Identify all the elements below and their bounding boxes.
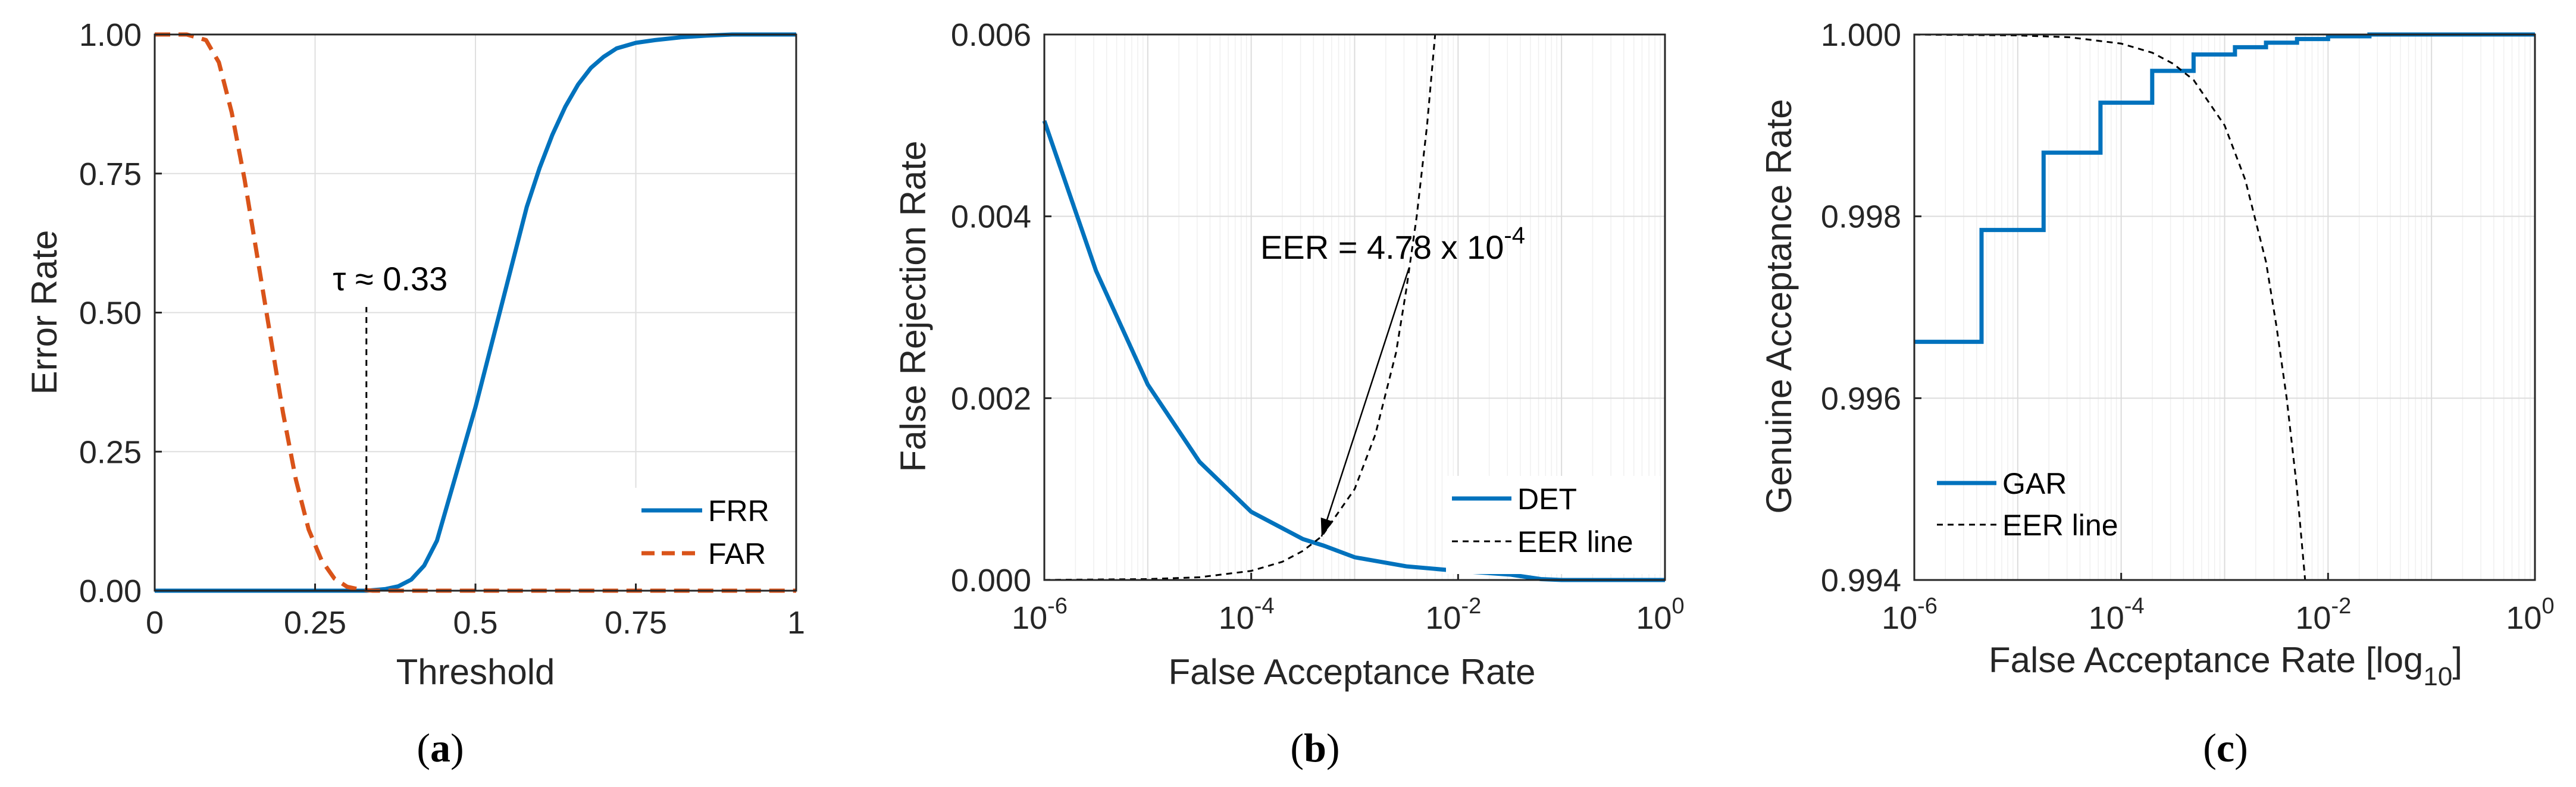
- c-x-tick-label: 10-6: [1882, 594, 1938, 636]
- c-x-tick-label: 10-2: [2295, 594, 2351, 636]
- eer-annotation-exponent: -4: [1504, 222, 1525, 249]
- eer-annotation-text: EER = 4.78 x 10: [1260, 228, 1504, 266]
- panel-a-legend-box: [631, 488, 790, 583]
- c-x-tick-power: 0: [2541, 594, 2554, 619]
- c-x-tick-base: 10: [1882, 600, 1917, 636]
- c-x-tick-power: -4: [2124, 594, 2145, 619]
- panel-c-x-axis-label-suffix: ]: [2452, 640, 2462, 680]
- b-y-tick-label: 0.000: [951, 563, 1031, 598]
- c-series-gar-line: [1914, 32, 2535, 344]
- panel-a-x-tick-label: 0.5: [453, 605, 497, 641]
- b-x-tick-label: 100: [1636, 594, 1684, 636]
- c-x-tick-base: 10: [2295, 600, 2331, 636]
- panel-b-legend-box: [1446, 476, 1660, 574]
- b-x-tick-power: -2: [1461, 594, 1481, 619]
- c-x-tick-label: 100: [2506, 594, 2554, 636]
- panel-b-y-axis-label: False Rejection Rate: [893, 141, 933, 472]
- panel-a-y-axis-label: Error Rate: [24, 230, 64, 395]
- b-x-tick-base: 10: [1636, 600, 1672, 636]
- b-x-tick-label: 10-4: [1219, 594, 1275, 636]
- c-x-tick-base: 10: [2089, 600, 2124, 636]
- b-series-eer-line-line: [1044, 34, 1436, 581]
- panel-a-y-tick-label: 0.50: [79, 296, 142, 331]
- tau-annotation-label: τ ≈ 0.33: [333, 260, 447, 297]
- c-y-tick-label: 0.996: [1821, 381, 1901, 416]
- panel-a-ticks: 0 0.25 0.5 0.75 1 0.00 0.25 0.50 0.75 1.00: [79, 17, 805, 641]
- panel-a-x-axis-label: Threshold: [396, 652, 555, 692]
- panel-c-y-axis-label: Genuine Acceptance Rate: [1759, 99, 1799, 513]
- panel-a-series: [155, 32, 796, 593]
- caption-b: (b): [1290, 725, 1339, 770]
- panel-a-x-tick-label: 1: [787, 605, 805, 641]
- panel-b: EER = 4.78 x 10-4 10-6 10-4 10-2 1000.0000.…: [893, 17, 1685, 770]
- caption-c-letter: c: [2217, 725, 2234, 770]
- legend-gar-label: GAR: [2002, 467, 2067, 500]
- b-x-tick-base: 10: [1219, 600, 1254, 636]
- legend-c-eer-label: EER line: [2002, 509, 2118, 542]
- b-x-tick-label: 10-6: [1012, 594, 1068, 636]
- panel-b-legend: DET EER line: [1446, 476, 1660, 574]
- b-y-tick-label: 0.004: [951, 199, 1031, 235]
- legend-det-label: DET: [1517, 482, 1577, 516]
- caption-a-letter: a: [430, 725, 450, 770]
- panel-a-x-tick-label: 0.75: [605, 605, 667, 641]
- panel-c-x-axis-label-text: False Acceptance Rate [log: [1989, 640, 2423, 680]
- panel-c-series: [1914, 32, 2535, 581]
- c-series-eer-line-line: [1914, 33, 2306, 581]
- eer-annotation-label: EER = 4.78 x 10-4: [1260, 222, 1525, 266]
- caption-a: (a): [417, 725, 464, 770]
- panel-a: τ ≈ 0.33 0 0.25 0.5 0.75 1 0.00 0.25 0.50 0.75 1.…: [24, 17, 805, 770]
- b-y-tick-label: 0.002: [951, 381, 1031, 416]
- eer-annotation-arrowhead: [1320, 518, 1334, 537]
- panel-a-x-tick-label: 0: [146, 605, 164, 641]
- series-far-line: [155, 32, 796, 593]
- b-series-det-line: [1042, 120, 1665, 582]
- panel-b-eer-annotation: EER = 4.78 x 10-4: [1260, 222, 1525, 537]
- c-y-tick-label: 0.998: [1821, 199, 1901, 235]
- c-x-tick-power: -6: [1917, 594, 1938, 619]
- panel-c-x-axis-label: False Acceptance Rate [log10]: [1989, 640, 2462, 691]
- b-x-tick-base: 10: [1012, 600, 1047, 636]
- panel-a-annotation: τ ≈ 0.33: [333, 260, 447, 591]
- panel-a-legend: FRR FAR: [631, 488, 790, 583]
- c-x-tick-label: 10-4: [2089, 594, 2145, 636]
- b-x-tick-power: -4: [1254, 594, 1275, 619]
- panel-c-legend: GAR EER line: [1937, 467, 2118, 542]
- c-y-tick-label: 1.000: [1821, 17, 1901, 53]
- panel-c-axes-box: [1913, 33, 2536, 581]
- panel-c-x-axis-label-subscript: 10: [2423, 662, 2452, 691]
- legend-eer-label: EER line: [1517, 525, 1633, 559]
- b-x-tick-label: 10-2: [1425, 594, 1481, 636]
- panel-b-x-axis-label: False Acceptance Rate: [1168, 652, 1535, 692]
- panel-a-y-tick-label: 0.25: [79, 434, 142, 470]
- series-frr-line: [155, 32, 796, 593]
- caption-c: (c): [2203, 725, 2248, 770]
- panel-a-y-tick-label: 0.00: [79, 573, 142, 609]
- legend-frr-label: FRR: [708, 494, 769, 528]
- panel-a-y-tick-label: 1.00: [79, 17, 142, 53]
- eer-annotation-arrow: [1320, 267, 1410, 537]
- panel-a-y-tick-label: 0.75: [79, 156, 142, 192]
- c-x-tick-power: -2: [2331, 594, 2351, 619]
- b-y-tick-label: 0.006: [951, 17, 1031, 53]
- caption-b-letter: b: [1304, 725, 1326, 770]
- b-x-tick-power: -6: [1047, 594, 1068, 619]
- b-x-tick-base: 10: [1425, 600, 1461, 636]
- c-y-tick-label: 0.994: [1821, 563, 1901, 598]
- panel-b-axes-box: [1043, 33, 1666, 581]
- legend-far-label: FAR: [708, 537, 766, 570]
- c-x-tick-base: 10: [2506, 600, 2541, 636]
- b-x-tick-power: 0: [1672, 594, 1684, 619]
- panel-a-x-tick-label: 0.25: [284, 605, 346, 641]
- panel-b-series: [1042, 34, 1665, 582]
